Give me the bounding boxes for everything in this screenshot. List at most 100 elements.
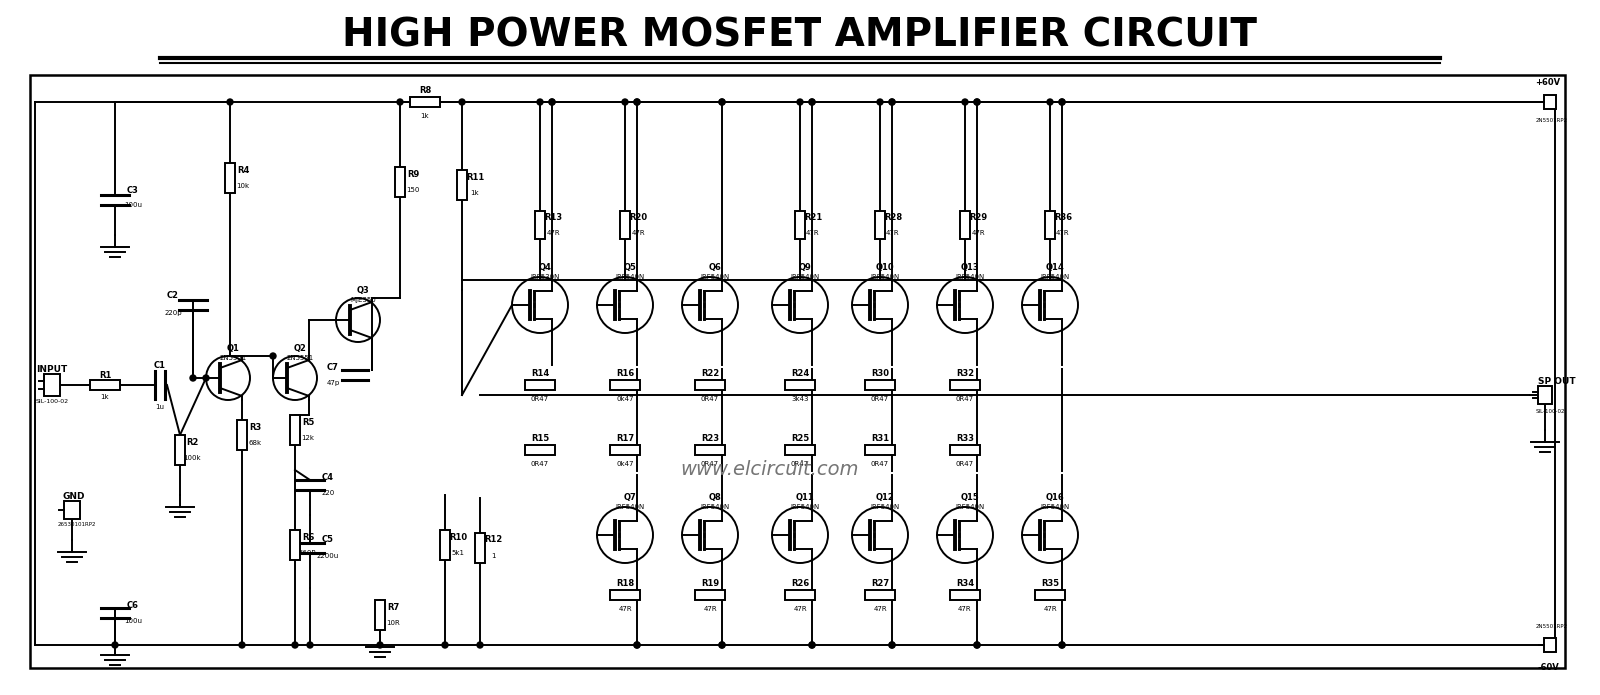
- Text: +60V: +60V: [1536, 78, 1560, 86]
- Text: R31: R31: [870, 434, 890, 443]
- Text: 47R: 47R: [874, 606, 886, 612]
- Text: 0R47: 0R47: [870, 396, 890, 402]
- Text: 220: 220: [322, 490, 334, 496]
- Text: Q12: Q12: [875, 493, 894, 502]
- Circle shape: [270, 353, 277, 359]
- Text: C4: C4: [322, 473, 334, 482]
- Circle shape: [634, 642, 640, 648]
- Text: 0R47: 0R47: [870, 461, 890, 467]
- Bar: [621, 211, 630, 239]
- Text: 47R: 47R: [546, 230, 560, 236]
- Bar: [950, 445, 979, 455]
- Bar: [694, 590, 725, 600]
- Bar: [90, 380, 120, 390]
- Text: R3: R3: [250, 423, 261, 432]
- Circle shape: [974, 642, 979, 648]
- Text: C5: C5: [322, 536, 334, 544]
- Circle shape: [810, 642, 814, 648]
- Text: 1k: 1k: [101, 394, 109, 400]
- Bar: [875, 211, 885, 239]
- Text: Q6: Q6: [709, 263, 722, 272]
- Circle shape: [227, 99, 234, 105]
- Text: 0k47: 0k47: [616, 461, 634, 467]
- Text: -60V: -60V: [1538, 662, 1558, 671]
- Text: R29: R29: [970, 213, 987, 222]
- Bar: [1544, 95, 1555, 109]
- Text: MJE350: MJE350: [350, 297, 376, 303]
- Circle shape: [1059, 99, 1066, 105]
- Text: Q10: Q10: [875, 263, 894, 272]
- Bar: [290, 530, 301, 560]
- Circle shape: [378, 642, 382, 648]
- Text: 3k43: 3k43: [792, 396, 808, 402]
- Text: IRF540N: IRF540N: [870, 274, 899, 280]
- Bar: [534, 211, 546, 239]
- Text: Q7: Q7: [624, 493, 637, 502]
- Circle shape: [1059, 99, 1066, 105]
- Circle shape: [890, 642, 894, 648]
- Text: R9: R9: [406, 170, 419, 179]
- Text: 47R: 47R: [886, 230, 899, 236]
- Bar: [694, 445, 725, 455]
- Bar: [1544, 638, 1555, 652]
- Circle shape: [477, 642, 483, 648]
- Bar: [45, 374, 61, 396]
- Bar: [30, 75, 1565, 668]
- Circle shape: [810, 642, 814, 648]
- Text: R10: R10: [450, 532, 467, 541]
- Text: R11: R11: [466, 172, 485, 181]
- Circle shape: [974, 99, 979, 105]
- Text: Q11: Q11: [795, 493, 814, 502]
- Text: 0k47: 0k47: [616, 396, 634, 402]
- Text: R1: R1: [99, 370, 110, 379]
- Bar: [226, 163, 235, 193]
- Text: R19: R19: [701, 578, 718, 587]
- Circle shape: [1059, 642, 1066, 648]
- Text: C6: C6: [126, 600, 139, 610]
- Text: Q13: Q13: [960, 263, 979, 272]
- Text: R13: R13: [544, 213, 562, 222]
- Text: C2: C2: [166, 291, 179, 300]
- Text: IRF540N: IRF540N: [955, 274, 984, 280]
- Text: 0R47: 0R47: [955, 461, 974, 467]
- Text: 47R: 47R: [1056, 230, 1070, 236]
- Bar: [610, 590, 640, 600]
- Bar: [525, 445, 555, 455]
- Text: 47R: 47R: [806, 230, 819, 236]
- Circle shape: [974, 642, 979, 648]
- Text: R18: R18: [616, 578, 634, 587]
- Circle shape: [549, 99, 555, 105]
- Circle shape: [538, 99, 542, 105]
- Text: IRF540N: IRF540N: [790, 274, 819, 280]
- Text: R8: R8: [419, 85, 430, 95]
- Text: C7: C7: [326, 363, 339, 372]
- Text: 0R47: 0R47: [701, 461, 718, 467]
- Bar: [866, 445, 894, 455]
- Circle shape: [877, 99, 883, 105]
- Text: 5k1: 5k1: [451, 550, 464, 556]
- Text: IRF540N: IRF540N: [1040, 504, 1070, 510]
- Text: IRF540N: IRF540N: [790, 504, 819, 510]
- Text: R4: R4: [237, 165, 250, 174]
- Text: IRF540N: IRF540N: [701, 274, 730, 280]
- Text: Q9: Q9: [798, 263, 811, 272]
- Text: 0R47: 0R47: [701, 396, 718, 402]
- Bar: [786, 380, 814, 390]
- Bar: [475, 533, 485, 563]
- Circle shape: [307, 642, 314, 648]
- Bar: [694, 380, 725, 390]
- Text: R7: R7: [387, 603, 398, 612]
- Text: R5: R5: [302, 418, 314, 427]
- Bar: [1045, 211, 1054, 239]
- Circle shape: [890, 99, 894, 105]
- Text: R21: R21: [803, 213, 822, 222]
- Text: R25: R25: [790, 434, 810, 443]
- Text: C3: C3: [126, 186, 139, 195]
- Text: 10R: 10R: [386, 620, 400, 626]
- Text: 0R47: 0R47: [955, 396, 974, 402]
- Circle shape: [974, 99, 979, 105]
- Text: 68k: 68k: [248, 440, 261, 446]
- Text: SP OUT: SP OUT: [1538, 377, 1576, 386]
- Text: 0R47: 0R47: [790, 461, 810, 467]
- Circle shape: [397, 99, 403, 105]
